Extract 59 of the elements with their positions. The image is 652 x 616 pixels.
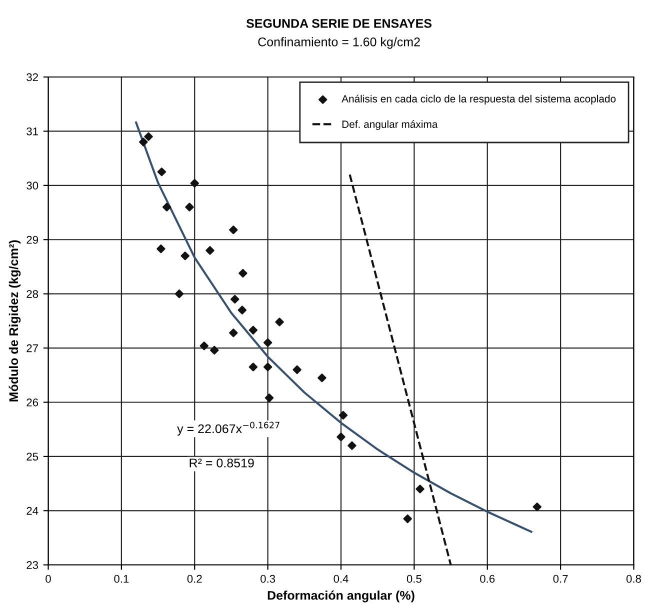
x-tick-label: 0.2 xyxy=(187,574,202,583)
point xyxy=(238,306,247,314)
y-tick-label: 31 xyxy=(26,127,38,136)
point xyxy=(264,394,274,402)
point xyxy=(190,178,199,188)
y-tick-label: 25 xyxy=(26,452,38,461)
point xyxy=(200,342,209,350)
point xyxy=(318,373,326,382)
point xyxy=(157,167,166,176)
point xyxy=(238,268,248,278)
y-tick-label: 24 xyxy=(26,506,38,515)
chart-title: SEGUNDA SERIE DE ENSAYES xyxy=(246,18,432,28)
point xyxy=(248,362,258,372)
point xyxy=(144,132,153,141)
y-tick-label: 23 xyxy=(26,561,38,570)
point xyxy=(263,338,272,347)
point xyxy=(532,502,542,512)
x-axis-title: Deformación angular (%) xyxy=(268,590,414,602)
y-axis-title: Módulo de Rigidez (kg/cm²) xyxy=(8,240,21,402)
y-tick-label: 30 xyxy=(26,182,38,190)
point xyxy=(180,252,190,260)
point xyxy=(263,362,272,372)
point xyxy=(156,244,166,254)
point xyxy=(210,346,219,355)
point xyxy=(416,484,424,494)
point xyxy=(338,410,348,420)
y-tick-label: 27 xyxy=(26,344,38,352)
point xyxy=(292,365,302,374)
annotation: R² = 0.8519 xyxy=(190,458,254,468)
y-tick-label: 28 xyxy=(26,290,38,298)
point xyxy=(229,328,238,338)
point xyxy=(174,289,184,298)
point xyxy=(185,202,194,212)
x-tick-label: 0.1 xyxy=(114,574,129,583)
y-tick-label: 32 xyxy=(26,73,38,82)
x-tick-label: 0.5 xyxy=(406,574,422,583)
point xyxy=(275,318,284,326)
point xyxy=(229,225,238,234)
y-tick-label: 26 xyxy=(26,398,38,406)
x-tick-label: 0 xyxy=(46,574,51,583)
point xyxy=(348,441,356,450)
point xyxy=(206,246,214,255)
point xyxy=(336,432,346,442)
x-tick-label: 0.6 xyxy=(480,574,495,583)
point xyxy=(248,326,258,335)
point xyxy=(162,202,172,212)
x-tick-label: 0.7 xyxy=(553,574,568,583)
line-series xyxy=(135,121,532,533)
annotation: y = 22.067x$^{−0.1627}$ xyxy=(177,422,280,436)
point xyxy=(403,514,412,524)
point xyxy=(139,138,148,146)
x-tick-label: 0.4 xyxy=(334,574,348,583)
x-tick-label: 0.3 xyxy=(260,574,276,583)
y-tick-label: 29 xyxy=(26,236,38,244)
legend-label: Def. angular máxima xyxy=(342,120,438,130)
chart-subtitle: Confinamiento = 1.60 kg/cm2 xyxy=(258,37,420,49)
x-tick-label: 0.8 xyxy=(626,574,641,583)
legend-label: Análisis en cada ciclo de la respuesta del sistema acoplado xyxy=(342,94,616,105)
point xyxy=(230,294,240,304)
